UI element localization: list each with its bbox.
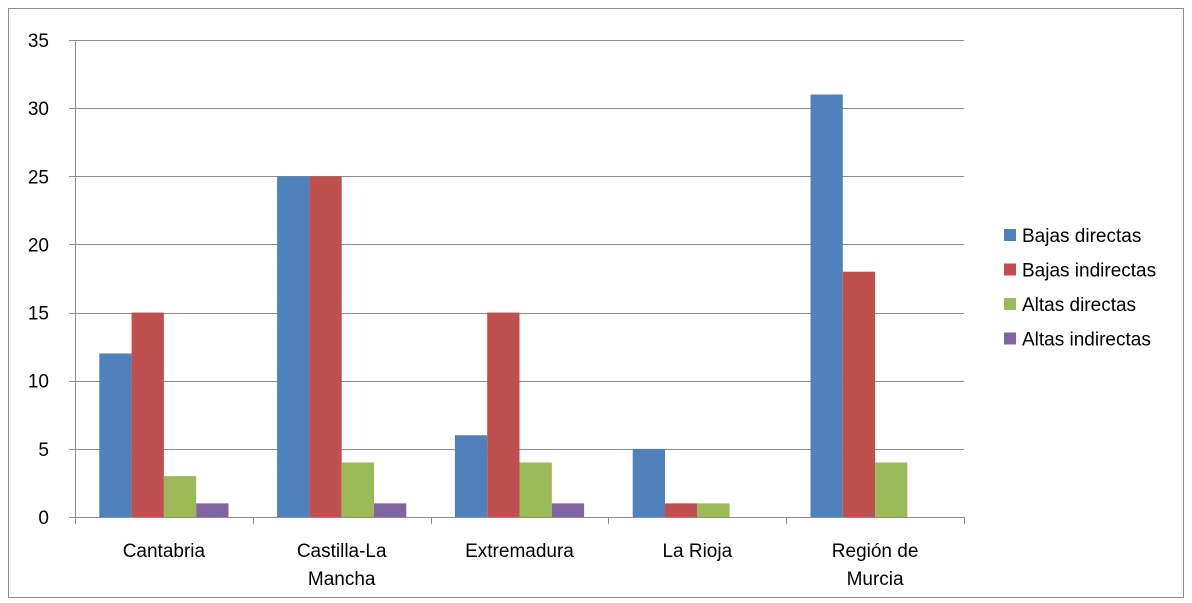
bar [164,476,196,517]
x-category-label: Extremadura [465,541,574,562]
y-tick-label: 15 [28,304,49,325]
y-tick-labels: 0 5 10 15 20 25 30 35 [28,31,49,529]
y-tick-label: 35 [28,31,49,52]
bar [342,462,374,517]
legend-label: Altas indirectas [1022,330,1151,351]
x-category-label: Murcia [847,569,904,590]
bar [487,313,519,517]
y-tick-label: 10 [28,372,49,393]
legend-swatch [1004,298,1016,310]
y-tick-label: 20 [28,235,49,256]
legend-label: Bajas directas [1022,226,1141,247]
bar [665,503,697,517]
bar [196,503,228,517]
y-tick-label: 25 [28,167,49,188]
bar-chart: 0 5 10 15 20 25 30 35 Cantabria Castilla-La Manch… [9,9,1185,599]
x-category-label: Región de [832,541,919,562]
bar [875,462,907,517]
bar [697,503,729,517]
y-tick-label: 5 [38,440,49,461]
bars [99,95,907,517]
bar [552,503,584,517]
legend-swatch [1004,333,1016,345]
bar [843,272,875,517]
legend-label: Bajas indirectas [1022,261,1156,282]
bar [277,176,309,517]
legend-swatch [1004,229,1016,241]
bar [374,503,406,517]
legend-swatch [1004,264,1016,276]
bar [811,95,843,517]
bar [633,449,665,517]
bar [455,435,487,517]
bar [309,176,341,517]
bar [520,462,552,517]
legend: Bajas directas Bajas indirectas Altas dire… [1004,226,1156,351]
x-category-label: Castilla-La [297,541,387,562]
y-tick-label: 30 [28,99,49,120]
bar [132,313,164,517]
bar [99,353,131,517]
x-category-labels: Cantabria Castilla-La Mancha Extremadura La … [123,541,919,590]
x-category-label: Mancha [308,569,376,590]
chart-frame: 0 5 10 15 20 25 30 35 Cantabria Castilla-La Manch… [8,8,1184,598]
y-tick-label: 0 [38,508,49,529]
x-category-label: Cantabria [123,541,206,562]
x-category-label: La Rioja [662,541,732,562]
legend-label: Altas directas [1022,295,1136,316]
